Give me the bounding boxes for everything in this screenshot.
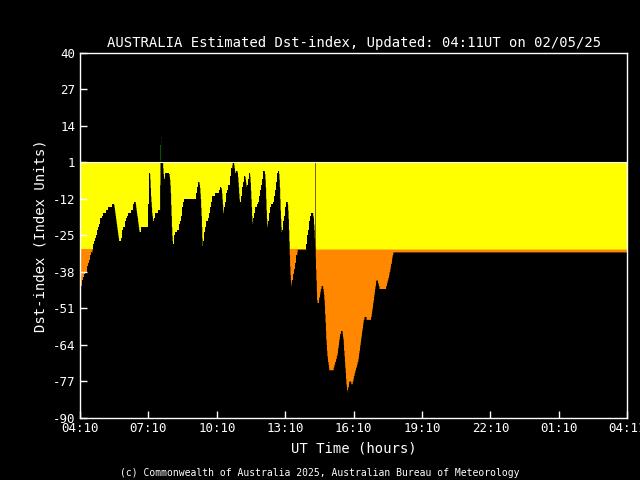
Title: AUSTRALIA Estimated Dst-index, Updated: 04:11UT on 02/05/25: AUSTRALIA Estimated Dst-index, Updated: … [106, 36, 601, 50]
Text: (c) Commonwealth of Australia 2025, Australian Bureau of Meteorology: (c) Commonwealth of Australia 2025, Aust… [120, 468, 520, 478]
Y-axis label: Dst-index (Index Units): Dst-index (Index Units) [33, 139, 47, 332]
X-axis label: UT Time (hours): UT Time (hours) [291, 441, 417, 455]
